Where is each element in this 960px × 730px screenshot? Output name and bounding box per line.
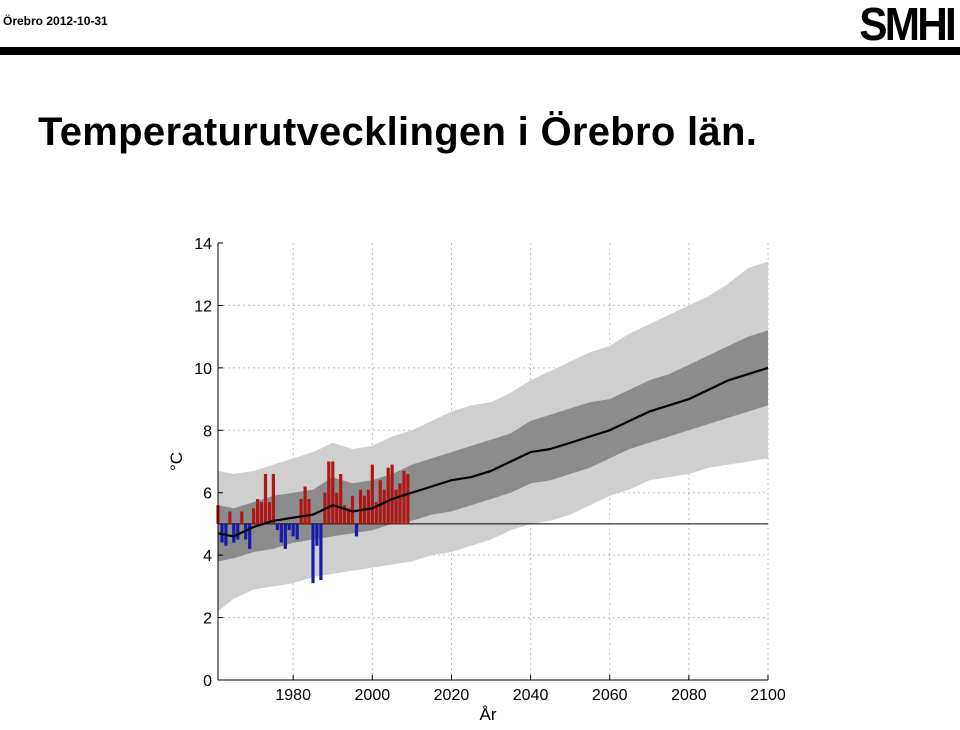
observed-bar-cold bbox=[275, 523, 279, 531]
observed-bar-warm bbox=[390, 464, 394, 524]
observed-bar-cold bbox=[279, 523, 283, 543]
observed-bar-warm bbox=[386, 467, 390, 524]
y-tick-label: 0 bbox=[203, 673, 212, 690]
y-tick-label: 12 bbox=[194, 298, 212, 315]
y-tick-label: 10 bbox=[194, 361, 212, 378]
observed-bar-warm bbox=[382, 489, 386, 524]
observed-bar-warm bbox=[303, 486, 307, 524]
observed-bar-warm bbox=[259, 502, 264, 524]
observed-bar-warm bbox=[378, 480, 382, 524]
x-tick-label: 2080 bbox=[671, 687, 707, 704]
observed-bar-cold bbox=[232, 523, 236, 543]
y-tick-label: 4 bbox=[203, 548, 212, 565]
observed-bar-cold bbox=[315, 523, 319, 546]
observed-bar-warm bbox=[267, 502, 272, 524]
observed-bar-warm bbox=[350, 495, 355, 524]
mean-line bbox=[217, 366, 769, 538]
observed-bar-warm bbox=[347, 508, 351, 524]
y-tick-label: 2 bbox=[203, 611, 212, 628]
observed-bar-warm bbox=[307, 499, 311, 524]
observed-bar-warm bbox=[252, 508, 256, 524]
observed-bar-warm bbox=[256, 499, 260, 524]
observed-bar-warm bbox=[271, 474, 275, 524]
x-axis-label: År bbox=[480, 705, 497, 724]
x-tick-label: 2000 bbox=[355, 687, 391, 704]
observed-bar-warm bbox=[263, 474, 268, 524]
smhi-logo: SMHI bbox=[859, 0, 957, 50]
observed-bar-cold bbox=[311, 523, 315, 584]
observed-bar-warm bbox=[339, 474, 343, 524]
x-tick-label: 1980 bbox=[275, 687, 311, 704]
observed-bar-cold bbox=[236, 523, 240, 540]
observed-bar-cold bbox=[319, 523, 323, 581]
observed-bar-warm bbox=[394, 489, 398, 524]
observed-bar-warm bbox=[358, 489, 363, 524]
x-tick-label: 2040 bbox=[513, 687, 549, 704]
observed-bar-warm bbox=[327, 461, 331, 524]
y-tick-label: 8 bbox=[203, 423, 212, 440]
observed-bar-warm bbox=[398, 483, 402, 524]
x-tick-label: 2100 bbox=[750, 687, 786, 704]
header-date: Örebro 2012-10-31 bbox=[3, 14, 108, 28]
observed-bar-warm bbox=[370, 464, 374, 524]
observed-bar-cold bbox=[287, 523, 291, 531]
page-title: Temperaturutvecklingen i Örebro län. bbox=[38, 110, 758, 154]
observed-bar-warm bbox=[406, 474, 410, 524]
observed-bar-cold bbox=[295, 523, 299, 540]
observed-bar-warm bbox=[299, 499, 303, 524]
y-tick-label: 6 bbox=[203, 486, 212, 503]
y-axis-label: °C bbox=[167, 452, 186, 471]
observed-bar-warm bbox=[343, 505, 347, 524]
header-rule bbox=[0, 47, 960, 55]
x-tick-label: 2060 bbox=[592, 687, 628, 704]
observed-bar-cold bbox=[283, 523, 287, 549]
temperature-chart: 0 2 4 6 8 10 12 14 1980 2000 2020 2040 2060 2080 2100 Å… bbox=[167, 236, 786, 724]
observed-bar-warm bbox=[402, 470, 406, 524]
observed-bar-cold bbox=[291, 523, 295, 537]
observed-bar-warm bbox=[331, 461, 335, 524]
observed-bar-cold bbox=[354, 523, 359, 537]
observed-bar-warm bbox=[374, 502, 378, 524]
observed-bar-warm bbox=[240, 511, 244, 524]
x-tick-label: 2020 bbox=[434, 687, 470, 704]
observed-bar-cold bbox=[248, 523, 252, 549]
observed-bar-warm bbox=[228, 511, 232, 524]
observed-bar-warm bbox=[366, 489, 370, 524]
y-tick-label: 14 bbox=[194, 236, 212, 253]
range-inner-band bbox=[218, 330, 768, 562]
observed-bar-warm bbox=[335, 492, 339, 524]
